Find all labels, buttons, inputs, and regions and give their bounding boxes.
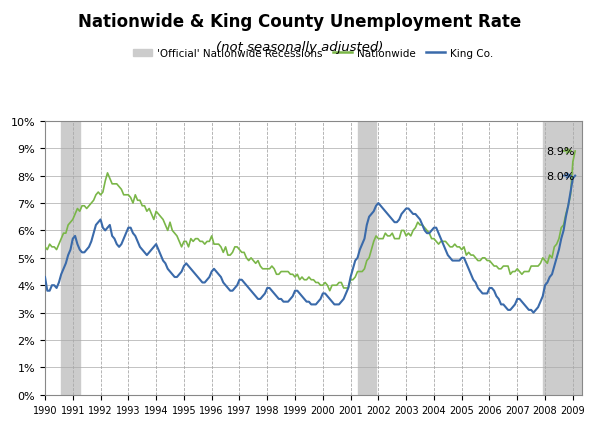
Legend: 'Official' Nationwide Recessions, Nationwide, King Co.: 'Official' Nationwide Recessions, Nation… [129, 45, 498, 63]
Text: 8.0%: 8.0% [547, 171, 575, 181]
Text: Nationwide & King County Unemployment Rate: Nationwide & King County Unemployment Ra… [79, 13, 521, 31]
Text: 8.9%: 8.9% [547, 147, 575, 157]
Text: (not seasonally adjusted): (not seasonally adjusted) [217, 41, 383, 54]
Bar [61, 122, 80, 395]
Bar [543, 122, 582, 395]
Bar [358, 122, 376, 395]
